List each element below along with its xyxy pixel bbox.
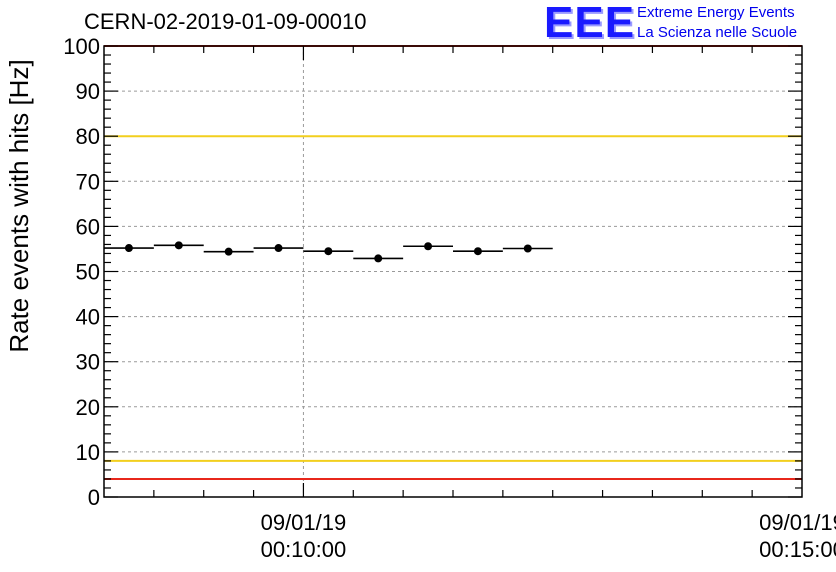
x-tick-date-label: 09/01/19 — [261, 510, 347, 535]
x-tick-time-label: 00:10:00 — [261, 537, 347, 562]
data-point-marker — [274, 244, 283, 253]
data-point-marker — [324, 247, 333, 256]
data-point-marker — [424, 242, 433, 251]
data-point-marker — [374, 254, 383, 263]
x-tick-date-label: 09/01/19 — [759, 510, 836, 535]
y-tick-label: 0 — [88, 485, 100, 510]
y-tick-label: 40 — [76, 305, 100, 330]
data-point-marker — [124, 244, 133, 253]
data-point-marker — [174, 241, 183, 250]
y-tick-label: 30 — [76, 350, 100, 375]
y-tick-label: 100 — [63, 34, 100, 59]
y-axis-label: Rate events with hits [Hz] — [4, 59, 34, 352]
y-tick-label: 50 — [76, 260, 100, 285]
data-point-marker — [224, 247, 233, 256]
eee-logo: EEE Extreme Energy Events La Scienza nel… — [544, 0, 834, 47]
y-tick-label: 60 — [76, 214, 100, 239]
eee-logo-mark: EEE — [544, 0, 636, 47]
y-tick-label: 90 — [76, 79, 100, 104]
grid-layer — [104, 46, 802, 497]
y-tick-label: 20 — [76, 395, 100, 420]
data-point-marker — [523, 244, 532, 253]
y-tick-label: 80 — [76, 124, 100, 149]
logo-text-line2: La Scienza nelle Scuole — [637, 24, 798, 41]
data-point-marker — [473, 247, 482, 256]
x-tick-time-label: 00:15:00 — [759, 537, 836, 562]
y-tick-label: 10 — [76, 440, 100, 465]
plot-title: CERN-02-2019-01-09-00010 — [84, 9, 367, 34]
axes: 010203040506070809010009/01/1900:10:0009… — [63, 34, 836, 562]
logo-text-line1: Extreme Energy Events — [637, 4, 795, 21]
y-tick-label: 70 — [76, 169, 100, 194]
data-layer — [104, 241, 553, 263]
reference-lines — [104, 45, 802, 480]
